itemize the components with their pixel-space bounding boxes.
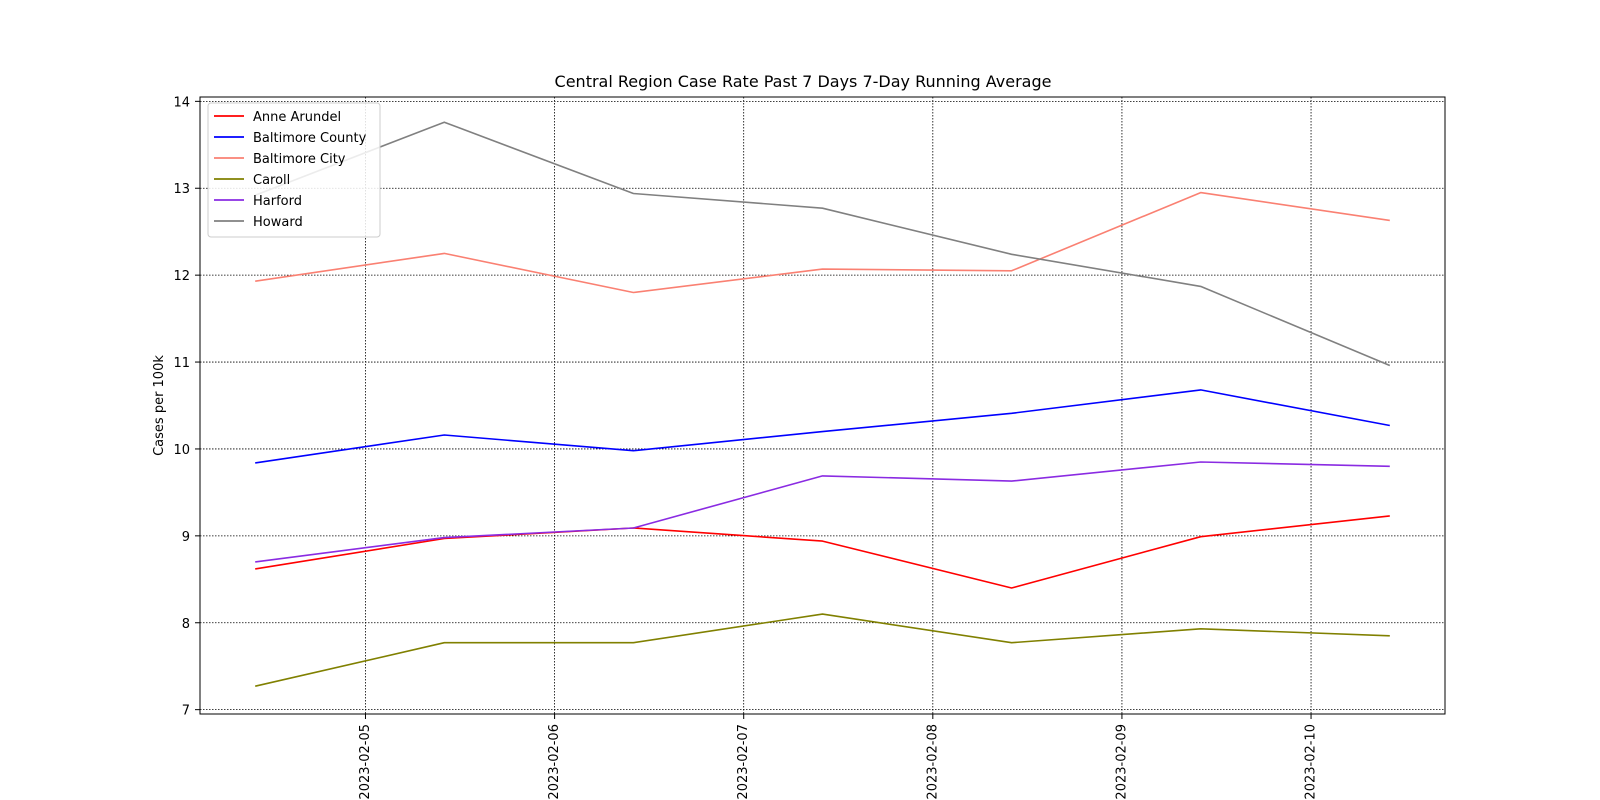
legend: Anne Arundel Baltimore County Baltimore Ci… [207,102,381,238]
x-tick-label: 2023-02-06 [547,724,562,800]
series-line-caroll [255,613,1390,687]
x-tick-label: 2023-02-05 [358,724,373,800]
grid-lines [200,97,1445,714]
x-tick-label: 2023-02-08 [925,724,940,800]
y-tick-label: 12 [173,269,190,284]
x-tick-label: 2023-02-10 [1304,724,1319,800]
y-tick-label: 13 [173,182,190,197]
legend-label: Anne Arundel [253,110,341,125]
plot-area-frame [199,96,1446,715]
series-line-harford [255,461,1390,563]
chart-title: Central Region Case Rate Past 7 Days 7-D… [555,72,1052,91]
series-lines [254,121,1391,687]
y-tick-label: 14 [173,95,190,110]
x-tick-label: 2023-02-07 [736,724,751,800]
axis-ticks: 7 8 9 10 11 12 13 14 2023-02-05 2023-02-06 2023-02… [173,95,1318,799]
y-axis-label: Cases per 100k [152,355,167,456]
series-line-baltimore-city [255,191,1390,294]
y-tick-label: 9 [182,530,190,545]
y-tick-label: 8 [182,617,190,632]
legend-label: Caroll [253,173,290,188]
legend-label: Baltimore City [253,152,346,167]
y-tick-label: 7 [182,704,190,719]
legend-box [207,102,381,238]
y-tick-label: 10 [173,443,190,458]
legend-label: Howard [253,215,303,230]
series-line-baltimore-county [255,389,1390,464]
series-line-anne-arundel [255,515,1390,589]
legend-label: Baltimore County [253,131,367,146]
series-line-howard [254,121,1391,367]
x-tick-label: 2023-02-09 [1114,724,1129,800]
y-tick-label: 11 [173,356,190,371]
legend-label: Harford [253,194,302,209]
